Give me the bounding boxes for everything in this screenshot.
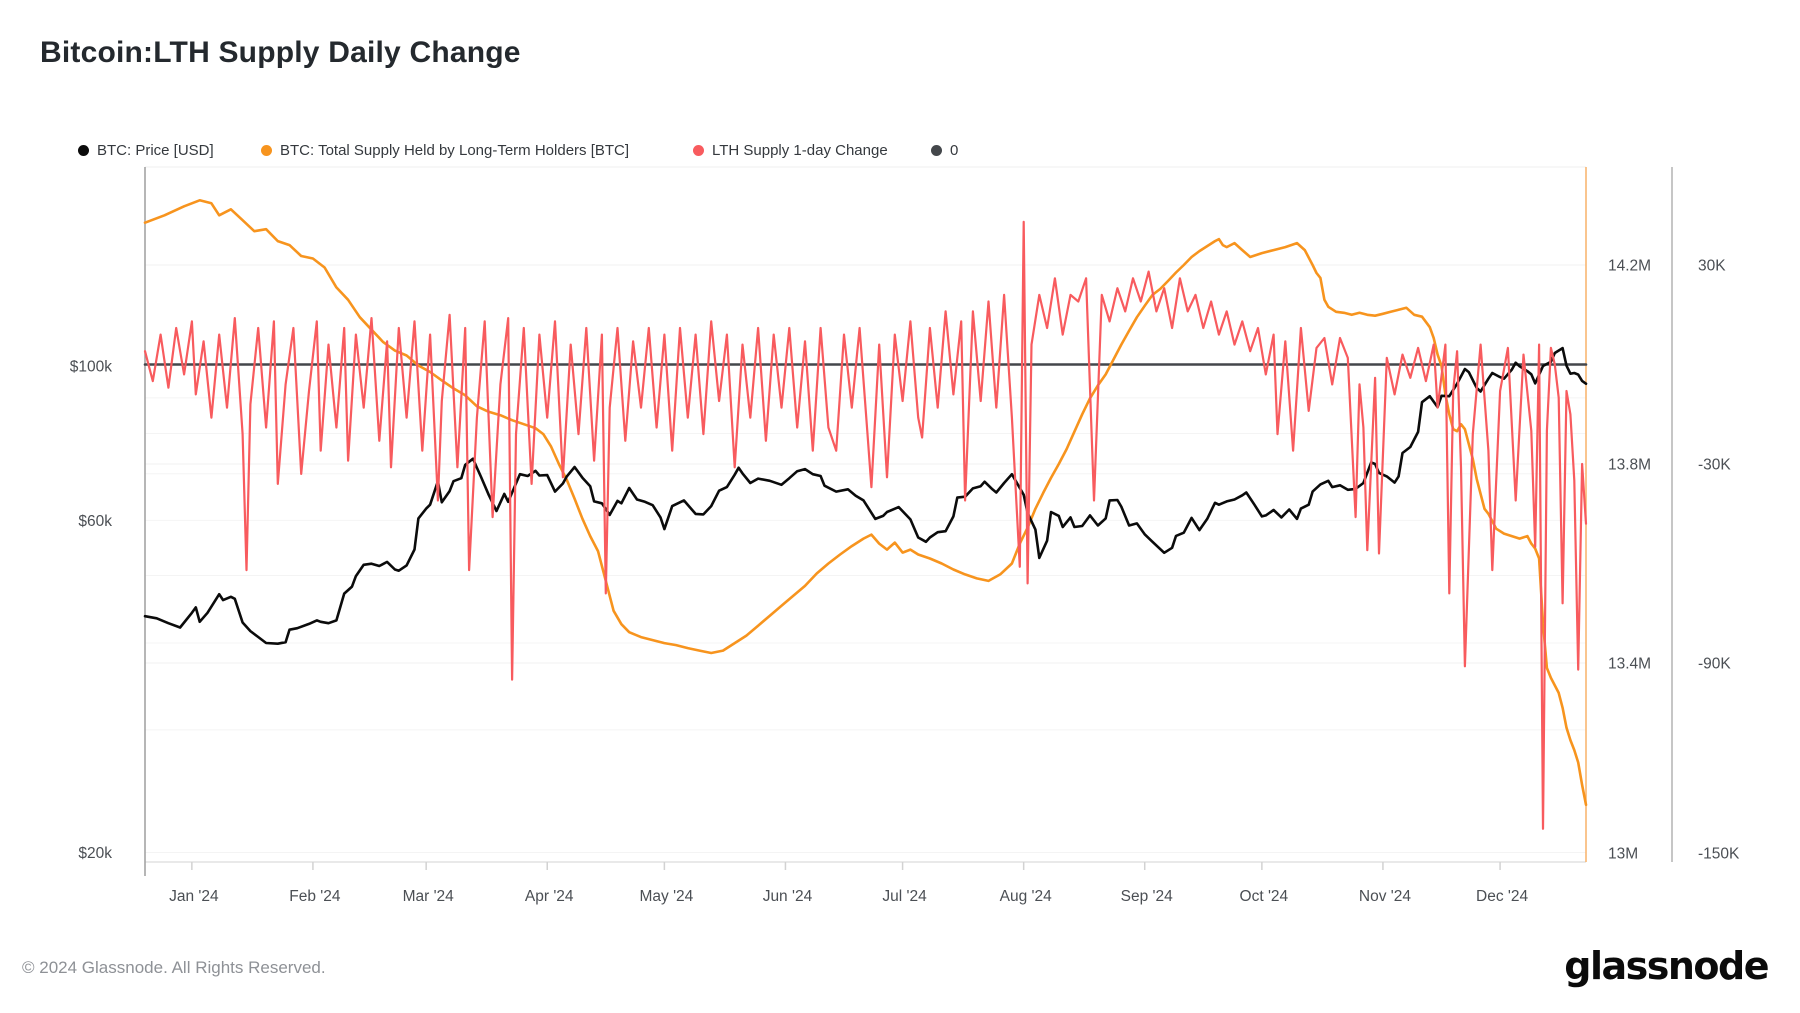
supply-axis-label: 13M [1608,846,1638,863]
x-axis-label: Apr '24 [525,888,574,905]
x-axis-label: Sep '24 [1121,888,1173,905]
x-axis-label: Dec '24 [1476,888,1528,905]
legend-item-3[interactable]: 0 [931,142,958,159]
chart-legend: BTC: Price [USD] BTC: Total Supply Held b… [0,142,1800,164]
x-axis-label: Jun '24 [763,888,813,905]
legend-dot-icon [931,145,942,156]
x-axis-label: Feb '24 [289,888,341,905]
legend-dot-icon [261,145,272,156]
price-axis-label: $20k [78,845,112,862]
legend-item-0[interactable]: BTC: Price [USD] [78,142,214,159]
legend-dot-icon [78,145,89,156]
legend-label: 0 [950,142,959,159]
legend-item-2[interactable]: LTH Supply 1-day Change [693,142,888,159]
plot-area[interactable] [145,167,1586,862]
page-title: Bitcoin:LTH Supply Daily Change [40,36,521,69]
x-axis-label: Jul '24 [882,888,927,905]
change-axis-label: -90K [1698,656,1731,673]
price-axis-label: $100k [70,359,112,376]
legend-item-1[interactable]: BTC: Total Supply Held by Long-Term Hold… [261,142,629,159]
legend-label: BTC: Total Supply Held by Long-Term Hold… [280,142,630,159]
supply-axis-label: 13.4M [1608,656,1651,673]
x-axis-label: May '24 [639,888,693,905]
change-axis-label: -30K [1698,457,1731,474]
glassnode-logo: glassnode [1564,944,1769,988]
price-axis-label: $60k [78,513,112,530]
supply-axis-label: 13.8M [1608,457,1651,474]
x-axis-label: Oct '24 [1240,888,1289,905]
x-axis-label: Jan '24 [169,888,219,905]
series-btc-price-usd [143,346,1588,645]
x-axis-label: Aug '24 [1000,888,1052,905]
supply-axis-label: 14.2M [1608,258,1651,275]
legend-label: LTH Supply 1-day Change [712,142,888,159]
legend-label: BTC: Price [USD] [97,142,214,159]
series-lth-supply-1-day-change [143,220,1588,830]
legend-dot-icon [693,145,704,156]
copyright-text: © 2024 Glassnode. All Rights Reserved. [22,958,326,977]
x-axis-label: Nov '24 [1359,888,1411,905]
change-axis-label: 30K [1698,258,1726,275]
change-axis-label: -150K [1698,846,1740,863]
x-axis-label: Mar '24 [403,888,455,905]
